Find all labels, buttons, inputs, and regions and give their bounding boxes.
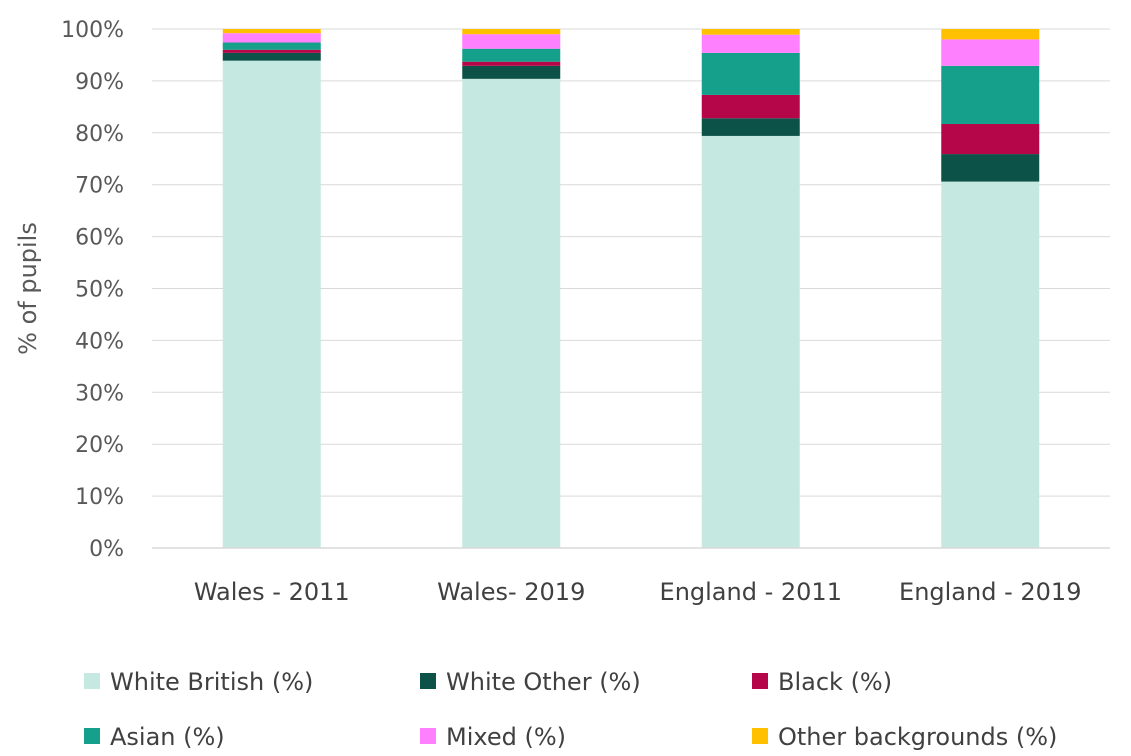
bar-stack [701, 29, 800, 548]
legend-label: Black (%) [778, 668, 892, 696]
bar-stack [462, 29, 561, 548]
legend-swatch [752, 728, 768, 744]
legend-label: White Other (%) [446, 668, 641, 696]
bar-segment [941, 123, 1040, 155]
bar-segment [462, 48, 561, 62]
y-axis-title: % of pupils [14, 222, 42, 355]
bar-segment [222, 42, 321, 50]
y-tick-label: 40% [75, 329, 124, 354]
bar-stack [222, 29, 321, 549]
y-tick-label: 50% [75, 278, 124, 303]
legend-label: Other backgrounds (%) [778, 723, 1057, 751]
bar-segment [941, 39, 1040, 66]
bar-segment [462, 65, 561, 79]
bars [222, 29, 1040, 549]
legend-label: Mixed (%) [446, 723, 566, 751]
bar-segment [941, 29, 1040, 40]
x-axis-category-labels: Wales - 2011 Wales- 2019 England - 2011 Eng… [194, 578, 1082, 606]
bar-segment [701, 94, 800, 119]
bar-segment [222, 60, 321, 549]
legend-label: White British (%) [110, 668, 313, 696]
bar-segment [462, 78, 561, 548]
y-tick-label: 30% [75, 381, 124, 406]
x-category-label: England - 2011 [660, 578, 842, 606]
bar-segment [701, 118, 800, 136]
bar-segment [462, 61, 561, 66]
y-axis-tick-labels: 0% 10% 20% 30% 40% 50% 60% 70% 80% 90% 100% [61, 18, 124, 562]
y-tick-label: 100% [61, 18, 124, 43]
y-tick-label: 80% [75, 122, 124, 147]
bar-segment [701, 29, 800, 35]
bar-segment [222, 29, 321, 34]
y-tick-label: 60% [75, 226, 124, 251]
legend: White British (%) White Other (%) Black (%… [84, 668, 1057, 751]
y-tick-label: 20% [75, 433, 124, 458]
bar-segment [941, 154, 1040, 182]
bar-segment [941, 65, 1040, 124]
legend-item: Mixed (%) [420, 723, 566, 751]
legend-item: Black (%) [752, 668, 892, 696]
legend-item: Other backgrounds (%) [752, 723, 1057, 751]
bar-segment [701, 52, 800, 95]
legend-item: Asian (%) [84, 723, 225, 751]
y-tick-label: 90% [75, 70, 124, 95]
legend-item: White British (%) [84, 668, 313, 696]
bar-segment [222, 33, 321, 43]
bar-segment [222, 52, 321, 61]
legend-swatch [420, 673, 436, 689]
bar-segment [701, 135, 800, 548]
bar-segment [462, 29, 561, 35]
bar-segment [701, 34, 800, 53]
legend-swatch [84, 673, 100, 689]
bar-segment [462, 34, 561, 49]
bar-stack [941, 29, 1040, 548]
bar-segment [941, 181, 1040, 548]
legend-swatch [84, 728, 100, 744]
legend-swatch [420, 728, 436, 744]
x-category-label: England - 2019 [899, 578, 1081, 606]
y-tick-label: 10% [75, 485, 124, 510]
bar-segment [222, 49, 321, 53]
legend-label: Asian (%) [110, 723, 225, 751]
x-category-label: Wales - 2011 [194, 578, 350, 606]
legend-item: White Other (%) [420, 668, 641, 696]
x-category-label: Wales- 2019 [437, 578, 585, 606]
y-tick-label: 0% [89, 537, 124, 562]
y-tick-label: 70% [75, 174, 124, 199]
legend-swatch [752, 673, 768, 689]
